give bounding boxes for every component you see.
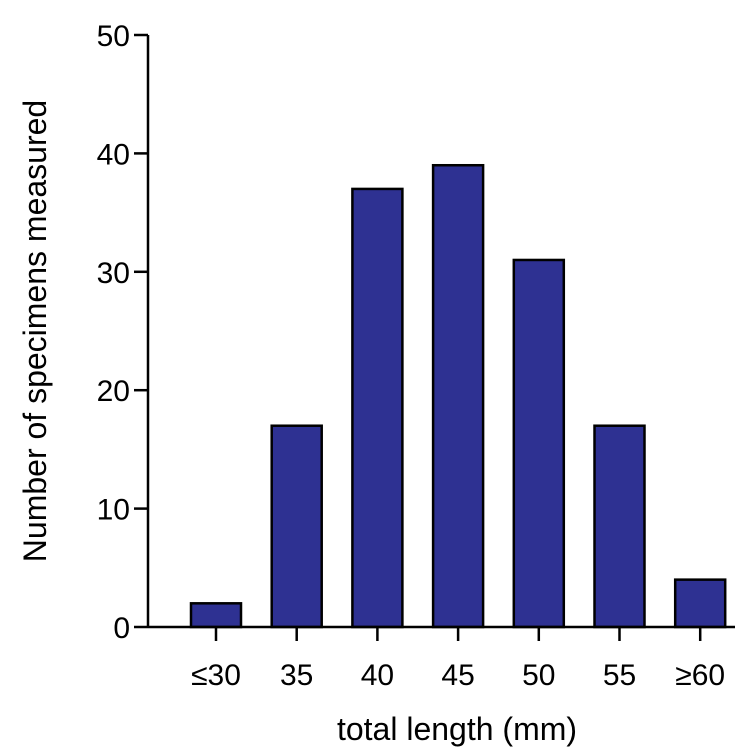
x-tick-label: 50 [522, 659, 555, 692]
bar-35 [270, 424, 323, 629]
bar-55 [593, 424, 646, 629]
bar-40 [351, 187, 404, 629]
bar-≤30 [189, 602, 243, 629]
y-axis-label: Number of specimens measured [17, 100, 53, 562]
y-tick-label: 40 [97, 138, 130, 171]
bars-group [189, 163, 727, 629]
x-tick-label: 45 [441, 659, 474, 692]
bar-45 [431, 163, 485, 629]
y-tick-label: 10 [97, 494, 130, 527]
x-axis-label: total length (mm) [337, 711, 577, 747]
x-tick-label: ≥60 [675, 659, 725, 692]
y-tick-label: 30 [97, 257, 130, 290]
axes-group [146, 35, 735, 629]
bar-50 [512, 258, 566, 629]
x-ticks-group: ≤30 35 40 45 50 55 ≥60 [191, 627, 725, 692]
bar-≥60 [673, 578, 727, 629]
y-tick-label: 0 [113, 612, 130, 645]
y-ticks-group: 0 10 20 30 40 50 [97, 20, 148, 645]
x-tick-label: 35 [280, 659, 313, 692]
x-tick-label: 55 [603, 659, 636, 692]
x-tick-label: ≤30 [191, 659, 241, 692]
x-tick-label: 40 [361, 659, 394, 692]
y-tick-label: 50 [97, 20, 130, 53]
y-tick-label: 20 [97, 375, 130, 408]
